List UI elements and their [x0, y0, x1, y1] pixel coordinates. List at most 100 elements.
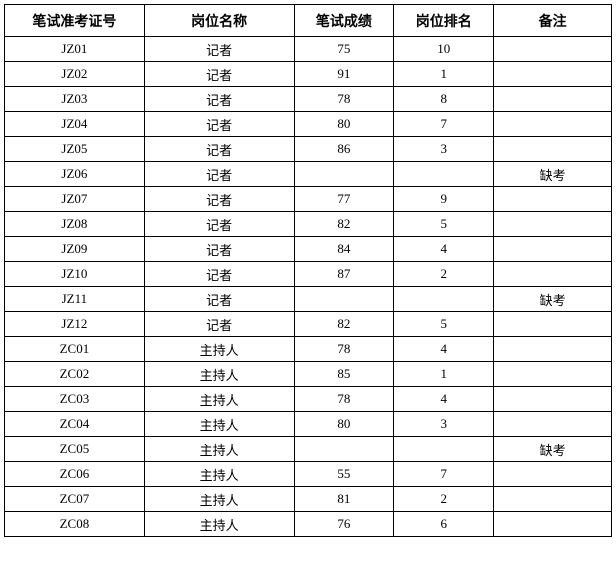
table-row: ZC03主持人784: [5, 387, 612, 412]
cell-exam-id: JZ04: [5, 112, 145, 137]
table-row: JZ09记者844: [5, 237, 612, 262]
cell-position: 记者: [144, 187, 294, 212]
table-row: ZC08主持人766: [5, 512, 612, 537]
cell-score: [294, 162, 394, 187]
cell-rank: 1: [394, 62, 494, 87]
cell-remark: [494, 212, 612, 237]
cell-remark: [494, 62, 612, 87]
cell-exam-id: JZ11: [5, 287, 145, 312]
cell-position: 记者: [144, 287, 294, 312]
header-position: 岗位名称: [144, 5, 294, 37]
cell-exam-id: JZ03: [5, 87, 145, 112]
cell-remark: [494, 112, 612, 137]
cell-remark: [494, 487, 612, 512]
cell-rank: 3: [394, 412, 494, 437]
cell-remark: [494, 512, 612, 537]
cell-rank: 9: [394, 187, 494, 212]
cell-score: 78: [294, 387, 394, 412]
cell-remark: [494, 137, 612, 162]
table-row: ZC07主持人812: [5, 487, 612, 512]
table-row: JZ04记者807: [5, 112, 612, 137]
cell-rank: 5: [394, 312, 494, 337]
cell-rank: 2: [394, 487, 494, 512]
cell-exam-id: JZ07: [5, 187, 145, 212]
table-row: ZC01主持人784: [5, 337, 612, 362]
table-row: JZ08记者825: [5, 212, 612, 237]
cell-score: 80: [294, 412, 394, 437]
cell-rank: 5: [394, 212, 494, 237]
cell-remark: [494, 87, 612, 112]
table-row: ZC04主持人803: [5, 412, 612, 437]
cell-rank: 8: [394, 87, 494, 112]
cell-exam-id: ZC05: [5, 437, 145, 462]
header-exam-id: 笔试准考证号: [5, 5, 145, 37]
cell-exam-id: ZC08: [5, 512, 145, 537]
cell-exam-id: ZC07: [5, 487, 145, 512]
table-row: JZ11记者缺考: [5, 287, 612, 312]
table-body: JZ01记者7510JZ02记者911JZ03记者788JZ04记者807JZ0…: [5, 37, 612, 537]
cell-remark: [494, 187, 612, 212]
cell-position: 记者: [144, 237, 294, 262]
table-row: JZ10记者872: [5, 262, 612, 287]
cell-exam-id: JZ05: [5, 137, 145, 162]
cell-position: 记者: [144, 37, 294, 62]
cell-exam-id: JZ12: [5, 312, 145, 337]
cell-position: 记者: [144, 62, 294, 87]
cell-score: 82: [294, 312, 394, 337]
header-rank: 岗位排名: [394, 5, 494, 37]
cell-score: 82: [294, 212, 394, 237]
cell-score: 91: [294, 62, 394, 87]
cell-score: 78: [294, 87, 394, 112]
cell-remark: [494, 262, 612, 287]
cell-exam-id: JZ10: [5, 262, 145, 287]
cell-exam-id: JZ06: [5, 162, 145, 187]
cell-score: 77: [294, 187, 394, 212]
cell-rank: 4: [394, 387, 494, 412]
cell-rank: 4: [394, 337, 494, 362]
cell-rank: 2: [394, 262, 494, 287]
table-row: JZ05记者863: [5, 137, 612, 162]
cell-score: 86: [294, 137, 394, 162]
cell-remark: 缺考: [494, 162, 612, 187]
cell-score: 78: [294, 337, 394, 362]
cell-rank: [394, 287, 494, 312]
cell-remark: [494, 387, 612, 412]
table-row: JZ12记者825: [5, 312, 612, 337]
cell-exam-id: ZC04: [5, 412, 145, 437]
cell-exam-id: JZ08: [5, 212, 145, 237]
table-header-row: 笔试准考证号 岗位名称 笔试成绩 岗位排名 备注: [5, 5, 612, 37]
cell-position: 记者: [144, 212, 294, 237]
cell-remark: [494, 312, 612, 337]
table-row: JZ01记者7510: [5, 37, 612, 62]
cell-remark: 缺考: [494, 437, 612, 462]
cell-score: 85: [294, 362, 394, 387]
header-remark: 备注: [494, 5, 612, 37]
cell-exam-id: JZ09: [5, 237, 145, 262]
cell-remark: [494, 237, 612, 262]
cell-position: 主持人: [144, 412, 294, 437]
table-row: ZC02主持人851: [5, 362, 612, 387]
cell-position: 记者: [144, 312, 294, 337]
cell-exam-id: JZ02: [5, 62, 145, 87]
cell-exam-id: ZC03: [5, 387, 145, 412]
table-row: ZC06主持人557: [5, 462, 612, 487]
cell-rank: 7: [394, 112, 494, 137]
cell-exam-id: ZC06: [5, 462, 145, 487]
cell-position: 主持人: [144, 337, 294, 362]
table-row: JZ06记者缺考: [5, 162, 612, 187]
table-row: ZC05主持人 缺考: [5, 437, 612, 462]
cell-position: 记者: [144, 137, 294, 162]
cell-score: 81: [294, 487, 394, 512]
cell-rank: 1: [394, 362, 494, 387]
cell-rank: 6: [394, 512, 494, 537]
cell-exam-id: ZC01: [5, 337, 145, 362]
cell-rank: [394, 162, 494, 187]
cell-position: 主持人: [144, 512, 294, 537]
cell-score: 84: [294, 237, 394, 262]
table-row: JZ07记者779: [5, 187, 612, 212]
cell-rank: [394, 437, 494, 462]
cell-rank: 7: [394, 462, 494, 487]
cell-remark: [494, 462, 612, 487]
cell-position: 主持人: [144, 437, 294, 462]
cell-score: 55: [294, 462, 394, 487]
